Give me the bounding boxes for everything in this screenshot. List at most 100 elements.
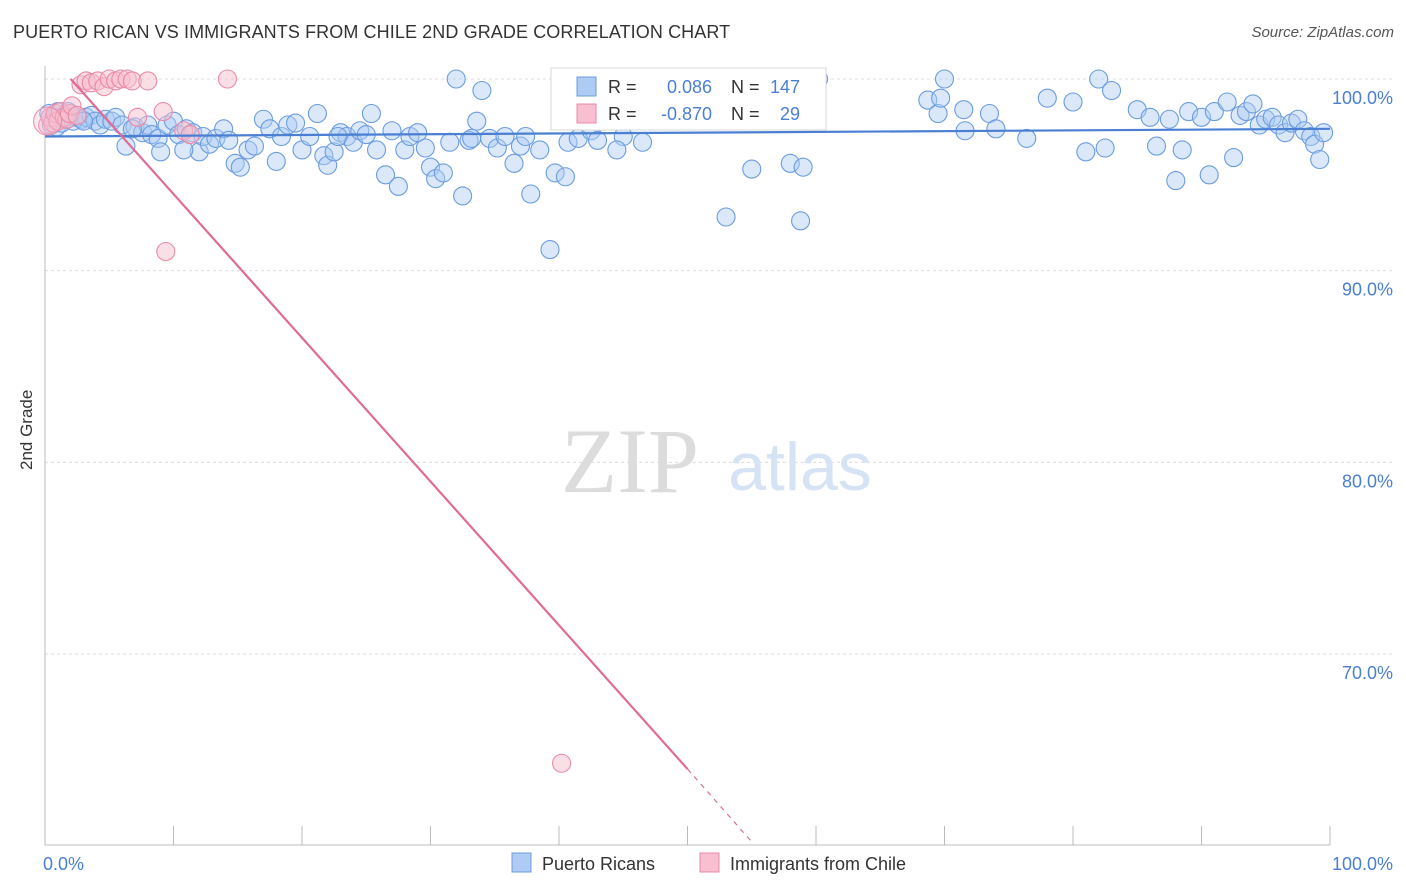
data-point-puerto-ricans xyxy=(446,69,466,89)
legend-n-value-2: 29 xyxy=(780,104,800,124)
data-point-immigrants-from-chile xyxy=(67,105,87,125)
stats-legend: R = 0.086 N = 147 R = -0.870 N = 29 xyxy=(550,67,827,131)
bottom-legend-label-puerto-ricans: Puerto Ricans xyxy=(542,854,655,874)
legend-r-label-1: R = xyxy=(608,77,637,97)
data-point-puerto-ricans xyxy=(545,163,565,183)
data-point-puerto-ricans xyxy=(260,119,280,139)
data-point-immigrants-from-chile xyxy=(138,71,158,91)
data-point-puerto-ricans xyxy=(791,211,811,231)
data-point-puerto-ricans xyxy=(487,138,507,158)
data-point-puerto-ricans xyxy=(266,151,286,171)
data-point-puerto-ricans xyxy=(716,207,736,227)
data-point-puerto-ricans xyxy=(151,142,171,162)
data-point-puerto-ricans xyxy=(300,126,320,147)
data-point-puerto-ricans xyxy=(504,153,524,173)
data-point-puerto-ricans xyxy=(495,126,515,147)
data-point-puerto-ricans xyxy=(1146,136,1167,156)
data-point-puerto-ricans xyxy=(1179,102,1199,122)
data-point-puerto-ricans xyxy=(440,132,460,152)
legend-n-label-2: N = xyxy=(731,104,760,124)
data-point-puerto-ricans xyxy=(1204,102,1224,122)
data-point-puerto-ricans xyxy=(420,157,441,177)
data-point-puerto-ricans xyxy=(986,119,1006,139)
data-point-immigrants-from-chile xyxy=(127,107,148,127)
data-point-puerto-ricans xyxy=(426,169,446,189)
data-point-puerto-ricans xyxy=(954,100,974,120)
legend-n-label-1: N = xyxy=(731,77,760,97)
data-point-puerto-ricans xyxy=(189,142,209,162)
data-point-puerto-ricans xyxy=(271,126,291,147)
data-point-puerto-ricans xyxy=(1095,138,1115,158)
data-point-puerto-ricans xyxy=(516,126,536,147)
data-point-puerto-ricans xyxy=(1314,123,1334,143)
y-tick-label: 70.0% xyxy=(1342,663,1393,683)
data-point-puerto-ricans xyxy=(286,113,306,133)
data-point-puerto-ricans xyxy=(607,140,627,160)
data-point-puerto-ricans xyxy=(106,107,126,127)
legend-r-label-2: R = xyxy=(608,104,637,124)
watermark-zip: ZIP xyxy=(561,410,699,512)
data-point-puerto-ricans xyxy=(742,159,762,179)
data-point-immigrants-from-chile xyxy=(153,102,173,122)
trend-line-extension-immigrants-from-chile xyxy=(687,768,753,843)
x-tick-label: 0.0% xyxy=(43,854,84,874)
data-point-puerto-ricans xyxy=(472,80,492,101)
series-immigrants-from-chile xyxy=(33,69,572,773)
data-point-puerto-ricans xyxy=(521,184,541,204)
y-tick-label: 100.0% xyxy=(1332,88,1393,108)
trend-lines xyxy=(44,78,1331,843)
data-point-puerto-ricans xyxy=(780,153,800,173)
data-point-puerto-ricans xyxy=(530,140,550,160)
data-point-puerto-ricans xyxy=(1166,171,1186,191)
data-point-puerto-ricans xyxy=(1224,148,1244,168)
legend-r-value-1: 0.086 xyxy=(667,77,712,97)
data-point-puerto-ricans xyxy=(928,103,948,124)
data-point-immigrants-from-chile xyxy=(33,106,63,136)
x-tick-labels: 0.0% 100.0% xyxy=(43,854,1393,874)
data-point-puerto-ricans xyxy=(467,111,487,131)
data-point-puerto-ricans xyxy=(1191,107,1212,127)
data-point-puerto-ricans xyxy=(1037,88,1057,108)
trend-line-immigrants-from-chile xyxy=(69,78,689,770)
y-tick-label: 80.0% xyxy=(1342,471,1393,491)
bottom-legend-swatch-immigrants-from-chile xyxy=(699,852,720,873)
axes xyxy=(44,66,1331,846)
x-tick-label: 100.0% xyxy=(1332,854,1393,874)
data-point-puerto-ricans xyxy=(793,157,813,177)
gridlines xyxy=(45,78,1392,655)
data-point-puerto-ricans xyxy=(1063,92,1083,112)
data-point-puerto-ricans xyxy=(433,163,453,183)
bottom-legend-swatch-puerto-ricans xyxy=(511,852,532,873)
data-point-immigrants-from-chile xyxy=(552,753,572,773)
data-point-puerto-ricans xyxy=(324,142,344,162)
data-point-puerto-ricans xyxy=(540,240,560,260)
bottom-legend: Puerto Ricans Immigrants from Chile xyxy=(511,852,906,874)
data-point-immigrants-from-chile xyxy=(217,69,238,89)
data-point-puerto-ricans xyxy=(375,165,396,185)
watermark: ZIP atlas xyxy=(561,410,872,512)
data-point-puerto-ricans xyxy=(1236,102,1257,122)
data-point-immigrants-from-chile xyxy=(156,241,176,262)
data-point-puerto-ricans xyxy=(388,176,408,196)
data-point-puerto-ricans xyxy=(1102,80,1122,101)
legend-swatch-puerto-ricans xyxy=(576,76,597,97)
data-point-puerto-ricans xyxy=(225,153,245,173)
data-point-puerto-ricans xyxy=(453,186,473,206)
data-point-puerto-ricans xyxy=(219,130,239,150)
data-point-puerto-ricans xyxy=(931,88,951,108)
data-point-puerto-ricans xyxy=(1243,94,1263,114)
data-point-puerto-ricans xyxy=(1310,149,1330,170)
data-point-puerto-ricans xyxy=(415,138,435,158)
legend-swatch-immigrants-from-chile xyxy=(576,103,597,124)
data-point-puerto-ricans xyxy=(1199,165,1219,185)
data-point-puerto-ricans xyxy=(587,130,608,150)
data-point-puerto-ricans xyxy=(1159,109,1179,129)
data-point-puerto-ricans xyxy=(253,109,274,129)
y-tick-labels: 70.0% 80.0% 90.0% 100.0% xyxy=(1332,88,1393,683)
data-point-puerto-ricans xyxy=(102,111,122,131)
data-point-puerto-ricans xyxy=(632,132,653,152)
data-point-puerto-ricans xyxy=(214,119,234,139)
watermark-atlas: atlas xyxy=(728,429,872,505)
data-point-puerto-ricans xyxy=(934,69,955,89)
data-point-puerto-ricans xyxy=(1076,142,1096,162)
